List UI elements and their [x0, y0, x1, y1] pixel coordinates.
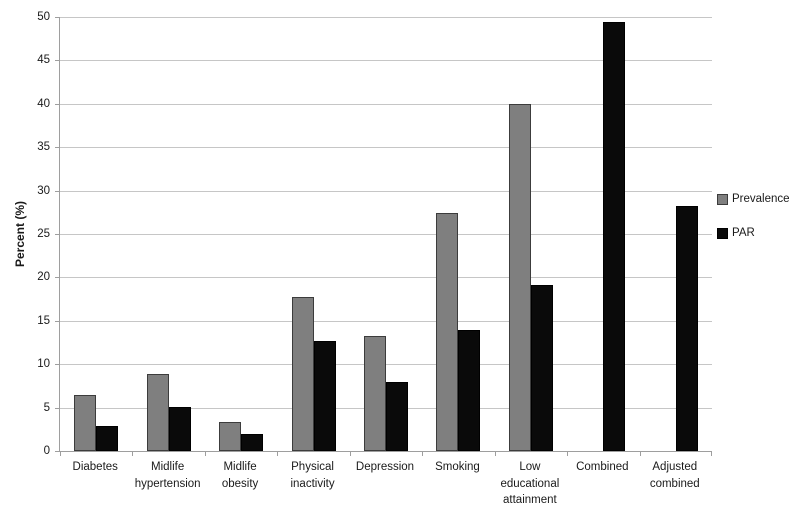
y-tick-label-15: 15	[37, 314, 50, 327]
x-tick-mark-9	[711, 451, 712, 456]
bar-par-1	[168, 406, 191, 451]
y-tick-mark-30	[55, 190, 60, 192]
gridline-15	[60, 320, 712, 322]
bar-par-0	[96, 425, 119, 451]
x-tick-mark-1	[132, 451, 134, 456]
x-category-label-2: Midlife obesity	[221, 461, 259, 490]
bar-par-7	[603, 22, 626, 451]
y-tick-label-45: 45	[37, 54, 50, 67]
y-tick-label-0: 0	[43, 445, 50, 457]
y-tick-label-35: 35	[37, 141, 50, 154]
gridline-20	[60, 277, 712, 279]
bar-prevalence-5	[436, 213, 459, 451]
y-tick-mark-45	[55, 60, 60, 62]
x-category-label-7: Combined	[576, 461, 629, 473]
bar-prevalence-3	[291, 297, 314, 451]
gridline-30	[60, 190, 712, 192]
x-tick-mark-0	[60, 451, 61, 456]
y-tick-label-50: 50	[37, 11, 50, 23]
y-tick-mark-25	[55, 234, 60, 235]
y-tick-label-25: 25	[37, 228, 50, 240]
x-category-label-0: Diabetes	[72, 461, 118, 473]
y-tick-mark-50	[55, 17, 60, 18]
bar-par-6	[530, 285, 553, 451]
y-tick-label-30: 30	[37, 184, 50, 197]
y-tick-label-40: 40	[37, 97, 50, 110]
y-tick-label-5: 5	[43, 401, 50, 414]
x-tick-mark-6	[494, 451, 496, 456]
gridline-40	[60, 103, 712, 105]
x-tick-mark-3	[277, 451, 279, 456]
bar-par-2	[241, 433, 264, 451]
legend-swatch-prevalence	[717, 193, 728, 205]
bar-par-4	[386, 382, 408, 451]
bar-prevalence-2	[219, 421, 242, 451]
bar-par-8	[675, 206, 698, 451]
bar-par-3	[313, 340, 336, 451]
x-tick-mark-2	[204, 451, 206, 456]
x-category-label-1: Midlife hypertension	[134, 461, 201, 490]
gridline-45	[60, 60, 712, 62]
y-tick-mark-10	[55, 364, 60, 366]
gridline-50	[60, 17, 712, 18]
x-axis-category-labels: Diabetes Midlife hypertension Midlife obes…	[59, 459, 711, 509]
x-tick-mark-8	[639, 451, 641, 456]
x-category-label-6: Low educational attainment	[500, 461, 560, 507]
x-category-label-5: Smoking	[435, 461, 480, 473]
y-tick-label-20: 20	[37, 271, 50, 284]
x-tick-mark-4	[349, 451, 351, 456]
y-tick-label-10: 10	[37, 358, 50, 371]
y-tick-mark-5	[55, 407, 60, 409]
x-category-label-3: Physical inactivity	[290, 461, 335, 490]
legend-swatch-par	[717, 227, 728, 239]
y-tick-mark-35	[55, 147, 60, 149]
legend-item-par: PAR	[717, 227, 790, 239]
y-tick-mark-15	[55, 320, 60, 322]
bar-prevalence-4	[364, 336, 386, 451]
bar-prevalence-0	[74, 395, 97, 451]
gridline-25	[60, 234, 712, 235]
x-category-label-8: Adjusted combined	[649, 461, 700, 490]
legend-label-prevalence: Prevalence	[732, 193, 790, 205]
y-tick-mark-40	[55, 103, 60, 105]
bar-par-5	[458, 330, 481, 451]
x-tick-mark-7	[567, 451, 569, 456]
y-tick-mark-0	[55, 451, 60, 452]
y-tick-mark-20	[55, 277, 60, 279]
legend: Prevalence PAR	[717, 193, 790, 239]
bar-prevalence-1	[146, 373, 169, 451]
legend-label-par: PAR	[732, 227, 755, 239]
gridline-10	[60, 364, 712, 366]
x-category-label-4: Depression	[355, 461, 415, 473]
plot-area	[55, 17, 712, 456]
x-tick-mark-5	[422, 451, 424, 456]
legend-item-prevalence: Prevalence	[717, 193, 790, 205]
bar-prevalence-6	[508, 103, 531, 451]
gridline-35	[60, 147, 712, 149]
